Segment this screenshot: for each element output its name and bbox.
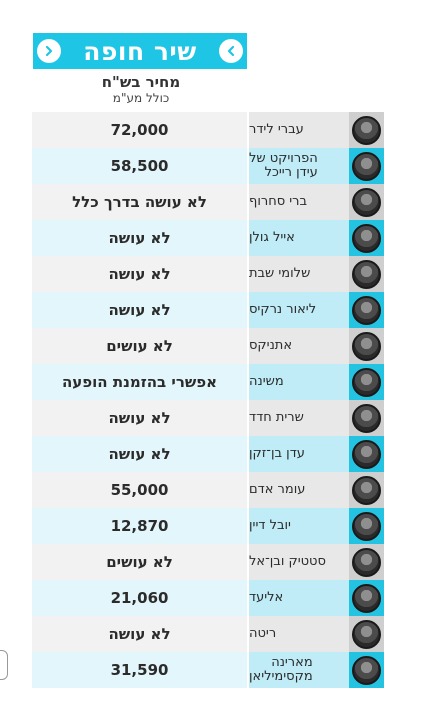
artist-avatar <box>352 439 381 469</box>
table-row: 12,870 יובל דיין <box>32 508 384 544</box>
table-row: לא עושה ליאור נרקיס <box>32 292 384 328</box>
price-column-title: מחיר בש"ח <box>101 73 181 91</box>
artist-avatar <box>352 511 381 541</box>
artist-avatar <box>352 115 381 145</box>
table-row: לא עושים סטטיק ובן־אל <box>32 544 384 580</box>
artist-name: משינה <box>249 374 284 389</box>
artist-name: ליאור נרקיס <box>249 302 317 317</box>
chevron-left-icon <box>227 45 235 57</box>
price-cell: לא עושה בדרך כלל <box>32 184 247 220</box>
price-cell: לא עושה <box>32 436 247 472</box>
artist-name-cell: ברי סחרוף <box>249 184 349 220</box>
chevron-right-icon <box>45 45 53 57</box>
artist-name-cell: ליאור נרקיס <box>249 292 349 328</box>
artist-avatar <box>352 259 381 289</box>
table-row: לא עושים אתניקס <box>32 328 384 364</box>
artist-name-cell: אתניקס <box>249 328 349 364</box>
price-cell: לא עושים <box>32 544 247 580</box>
price-cell: 12,870 <box>32 508 247 544</box>
artist-name-cell: משינה <box>249 364 349 400</box>
artist-name: אייל גולן <box>249 230 295 245</box>
artist-avatar <box>352 403 381 433</box>
artist-name-cell: מארינה מקסימיליאן <box>249 652 349 688</box>
artist-avatar <box>352 655 381 685</box>
previous-slide-button[interactable] <box>37 39 61 63</box>
table-row: לא עושה שרית חדד <box>32 400 384 436</box>
artist-name: עומר אדם <box>249 482 306 497</box>
price-cell: לא עושה <box>32 220 247 256</box>
price-cell: 55,000 <box>32 472 247 508</box>
table-row: 55,000 עומר אדם <box>32 472 384 508</box>
artist-name: יובל דיין <box>249 518 291 533</box>
price-cell: 31,590 <box>32 652 247 688</box>
artist-price-table: 72,000 עברי לידר 58,500 הפרויקט של עידן ר… <box>32 112 384 688</box>
artist-avatar <box>352 475 381 505</box>
artist-avatar <box>352 331 381 361</box>
artist-name-cell: יובל דיין <box>249 508 349 544</box>
price-cell: 58,500 <box>32 148 247 184</box>
artist-name-cell: עברי לידר <box>249 112 349 148</box>
artist-name-cell: שרית חדד <box>249 400 349 436</box>
artist-name-cell: עדן בן־זקן <box>249 436 349 472</box>
artist-name: ריטה <box>249 626 277 641</box>
artist-name: עדן בן־זקן <box>249 446 305 461</box>
artist-name-cell: עומר אדם <box>249 472 349 508</box>
artist-name-cell: ריטה <box>249 616 349 652</box>
artist-name: הפרויקט של <box>249 151 318 166</box>
artist-avatar <box>352 583 381 613</box>
artist-avatar <box>352 547 381 577</box>
table-row: אפשרי בהזמנת הופעה משינה <box>32 364 384 400</box>
artist-avatar <box>352 367 381 397</box>
artist-name: אליעד <box>249 590 284 605</box>
artist-avatar <box>352 295 381 325</box>
artist-name-line2: מקסימיליאן <box>249 669 313 684</box>
carousel-header: שיר חופה <box>33 33 247 69</box>
artist-name: ברי סחרוף <box>249 194 308 209</box>
artist-name: עברי לידר <box>249 122 304 137</box>
price-cell: 21,060 <box>32 580 247 616</box>
next-slide-button[interactable] <box>218 39 243 63</box>
artist-name-cell: אליעד <box>249 580 349 616</box>
table-row: לא עושה ריטה <box>32 616 384 652</box>
table-row: לא עושה שלומי שבת <box>32 256 384 292</box>
price-cell: לא עושים <box>32 328 247 364</box>
price-cell: אפשרי בהזמנת הופעה <box>32 364 247 400</box>
artist-name: אתניקס <box>249 338 293 353</box>
artist-avatar <box>352 619 381 649</box>
price-cell: לא עושה <box>32 400 247 436</box>
table-row: לא עושה בדרך כלל ברי סחרוף <box>32 184 384 220</box>
artist-name-cell: שלומי שבת <box>249 256 349 292</box>
price-cell: לא עושה <box>32 256 247 292</box>
artist-name-cell: אייל גולן <box>249 220 349 256</box>
artist-name-line2: עידן רייכל <box>264 165 318 180</box>
table-row: 21,060 אליעד <box>32 580 384 616</box>
price-column-header: מחיר בש"ח כולל מע"מ <box>96 73 186 105</box>
price-cell: לא עושה <box>32 292 247 328</box>
table-row: לא עושה אייל גולן <box>32 220 384 256</box>
price-cell: 72,000 <box>32 112 247 148</box>
price-column-subtitle: כולל מע"מ <box>112 91 170 105</box>
table-row: 58,500 הפרויקט של עידן רייכל <box>32 148 384 184</box>
artist-avatar <box>352 187 381 217</box>
artist-name: מארינה <box>271 655 313 670</box>
table-row: לא עושה עדן בן־זקן <box>32 436 384 472</box>
table-row: 31,590 מארינה מקסימיליאן <box>32 652 384 688</box>
category-title: שיר חופה <box>83 36 197 66</box>
artist-avatar <box>352 151 381 181</box>
artist-name-cell: סטטיק ובן־אל <box>249 544 349 580</box>
price-cell: לא עושה <box>32 616 247 652</box>
artist-name: שלומי שבת <box>249 266 311 281</box>
table-row: 72,000 עברי לידר <box>32 112 384 148</box>
artist-name: סטטיק ובן־אל <box>249 554 326 569</box>
side-scroll-handle[interactable] <box>0 650 8 680</box>
artist-name-cell: הפרויקט של עידן רייכל <box>249 148 349 184</box>
artist-avatar <box>352 223 381 253</box>
artist-name: שרית חדד <box>249 410 304 425</box>
